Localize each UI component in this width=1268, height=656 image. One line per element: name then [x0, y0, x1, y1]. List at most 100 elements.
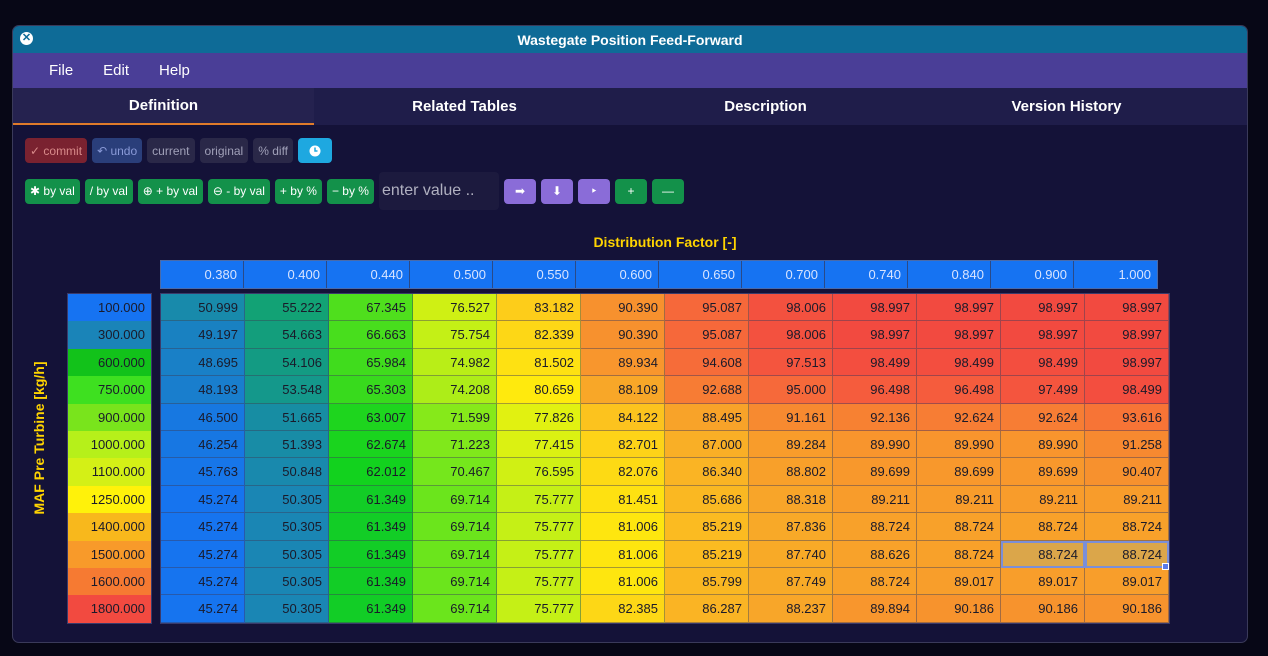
table-cell[interactable]: 98.997 [917, 294, 1001, 322]
table-cell[interactable]: 85.799 [665, 567, 749, 596]
table-cell[interactable]: 69.714 [413, 567, 497, 596]
table-cell[interactable]: 61.349 [329, 485, 413, 514]
table-cell[interactable]: 45.274 [161, 540, 245, 568]
table-cell[interactable]: 89.017 [1085, 567, 1169, 596]
table-cell[interactable]: 90.186 [1001, 595, 1085, 623]
x-axis-cell[interactable]: 0.740 [825, 261, 908, 288]
table-cell[interactable]: 50.305 [245, 540, 329, 568]
table-cell[interactable]: 54.106 [245, 348, 329, 377]
table-cell[interactable]: 82.385 [581, 595, 665, 623]
add-by-percent-button[interactable]: + by % [274, 178, 322, 204]
table-cell[interactable]: 81.006 [581, 567, 665, 596]
x-axis-cell[interactable]: 0.440 [327, 261, 410, 288]
y-axis-cell[interactable]: 1600.000 [68, 567, 151, 596]
table-cell[interactable]: 69.714 [413, 513, 497, 541]
table-cell[interactable]: 98.006 [749, 321, 833, 349]
table-cell[interactable]: 71.223 [413, 430, 497, 459]
tab-description[interactable]: Description [724, 98, 807, 115]
history-clock-button[interactable] [298, 138, 333, 163]
table-cell[interactable]: 76.527 [413, 294, 497, 322]
table-cell[interactable]: 88.495 [665, 403, 749, 431]
increment-button[interactable]: + [614, 178, 647, 204]
table-cell[interactable]: 88.724 [917, 513, 1001, 541]
fill-down-button[interactable]: ⬇ [540, 178, 573, 204]
table-cell[interactable]: 45.274 [161, 567, 245, 596]
x-axis-cell[interactable]: 0.500 [410, 261, 493, 288]
table-cell[interactable]: 88.724 [1001, 540, 1085, 568]
table-cell[interactable]: 81.502 [497, 348, 581, 377]
y-axis-cell[interactable]: 100.000 [68, 294, 151, 322]
table-cell[interactable]: 89.211 [1001, 485, 1085, 514]
x-axis-cell[interactable]: 0.840 [908, 261, 991, 288]
table-cell[interactable]: 98.997 [833, 321, 917, 349]
table-cell[interactable]: 62.674 [329, 430, 413, 459]
y-axis-cell[interactable]: 1500.000 [68, 540, 151, 568]
table-cell[interactable]: 65.303 [329, 376, 413, 404]
table-cell[interactable]: 98.499 [917, 348, 1001, 377]
table-cell[interactable]: 50.999 [161, 294, 245, 322]
table-cell[interactable]: 86.340 [665, 458, 749, 486]
table-cell[interactable]: 82.076 [581, 458, 665, 486]
table-cell[interactable]: 54.663 [245, 321, 329, 349]
table-cell[interactable]: 55.222 [245, 294, 329, 322]
table-cell[interactable]: 61.349 [329, 513, 413, 541]
table-cell[interactable]: 88.724 [1085, 513, 1169, 541]
y-axis-cell[interactable]: 1250.000 [68, 485, 151, 514]
table-cell[interactable]: 69.714 [413, 485, 497, 514]
table-cell[interactable]: 87.836 [749, 513, 833, 541]
table-cell[interactable]: 51.393 [245, 430, 329, 459]
table-cell[interactable]: 89.699 [1001, 458, 1085, 486]
table-cell[interactable]: 98.997 [1085, 348, 1169, 377]
table-cell[interactable]: 46.500 [161, 403, 245, 431]
table-cell[interactable]: 88.109 [581, 376, 665, 404]
table-cell[interactable]: 89.211 [1085, 485, 1169, 514]
subtract-by-value-button[interactable]: ⊖ - by val [207, 178, 270, 204]
table-cell[interactable]: 61.349 [329, 540, 413, 568]
table-cell[interactable]: 91.161 [749, 403, 833, 431]
table-cell[interactable]: 95.000 [749, 376, 833, 404]
table-cell[interactable]: 50.305 [245, 485, 329, 514]
y-axis-cell[interactable]: 1800.000 [68, 595, 151, 623]
table-cell[interactable]: 98.499 [1001, 348, 1085, 377]
table-cell[interactable]: 61.349 [329, 595, 413, 623]
table-cell[interactable]: 87.740 [749, 540, 833, 568]
x-axis-cell[interactable]: 0.650 [659, 261, 742, 288]
table-cell[interactable]: 89.990 [917, 430, 1001, 459]
table-cell[interactable]: 90.407 [1085, 458, 1169, 486]
x-axis-cell[interactable]: 0.400 [244, 261, 327, 288]
tab-definition[interactable]: Definition [13, 88, 314, 125]
table-cell[interactable]: 89.934 [581, 348, 665, 377]
table-cell[interactable]: 83.182 [497, 294, 581, 322]
table-cell[interactable]: 76.595 [497, 458, 581, 486]
table-cell[interactable]: 88.724 [833, 567, 917, 596]
table-cell[interactable]: 45.274 [161, 513, 245, 541]
undo-button[interactable]: ↶ undo [92, 138, 143, 163]
menu-file[interactable]: File [49, 62, 74, 79]
table-cell[interactable]: 85.219 [665, 513, 749, 541]
table-cell[interactable]: 77.826 [497, 403, 581, 431]
table-cell[interactable]: 89.990 [833, 430, 917, 459]
table-cell[interactable]: 98.997 [1085, 294, 1169, 322]
table-cell[interactable]: 71.599 [413, 403, 497, 431]
table-cell[interactable]: 49.197 [161, 321, 245, 349]
table-cell[interactable]: 89.211 [833, 485, 917, 514]
table-cell[interactable]: 82.339 [497, 321, 581, 349]
table-cell[interactable]: 70.467 [413, 458, 497, 486]
table-cell[interactable]: 61.349 [329, 567, 413, 596]
tab-version-history[interactable]: Version History [1011, 98, 1122, 115]
table-cell[interactable]: 95.087 [665, 294, 749, 322]
interpolate-button[interactable]: ‣ [577, 178, 610, 204]
table-cell[interactable]: 90.390 [581, 321, 665, 349]
table-cell[interactable]: 95.087 [665, 321, 749, 349]
table-cell[interactable]: 88.626 [833, 540, 917, 568]
table-cell[interactable]: 75.777 [497, 595, 581, 623]
table-cell[interactable]: 91.258 [1085, 430, 1169, 459]
close-icon[interactable]: ✕ [20, 32, 33, 45]
table-cell[interactable]: 98.006 [749, 294, 833, 322]
table-cell[interactable]: 89.211 [917, 485, 1001, 514]
table-cell[interactable]: 62.012 [329, 458, 413, 486]
table-cell[interactable]: 74.982 [413, 348, 497, 377]
divide-by-value-button[interactable]: / by val [84, 178, 133, 204]
subtract-by-percent-button[interactable]: − by % [326, 178, 374, 204]
table-cell[interactable]: 92.136 [833, 403, 917, 431]
